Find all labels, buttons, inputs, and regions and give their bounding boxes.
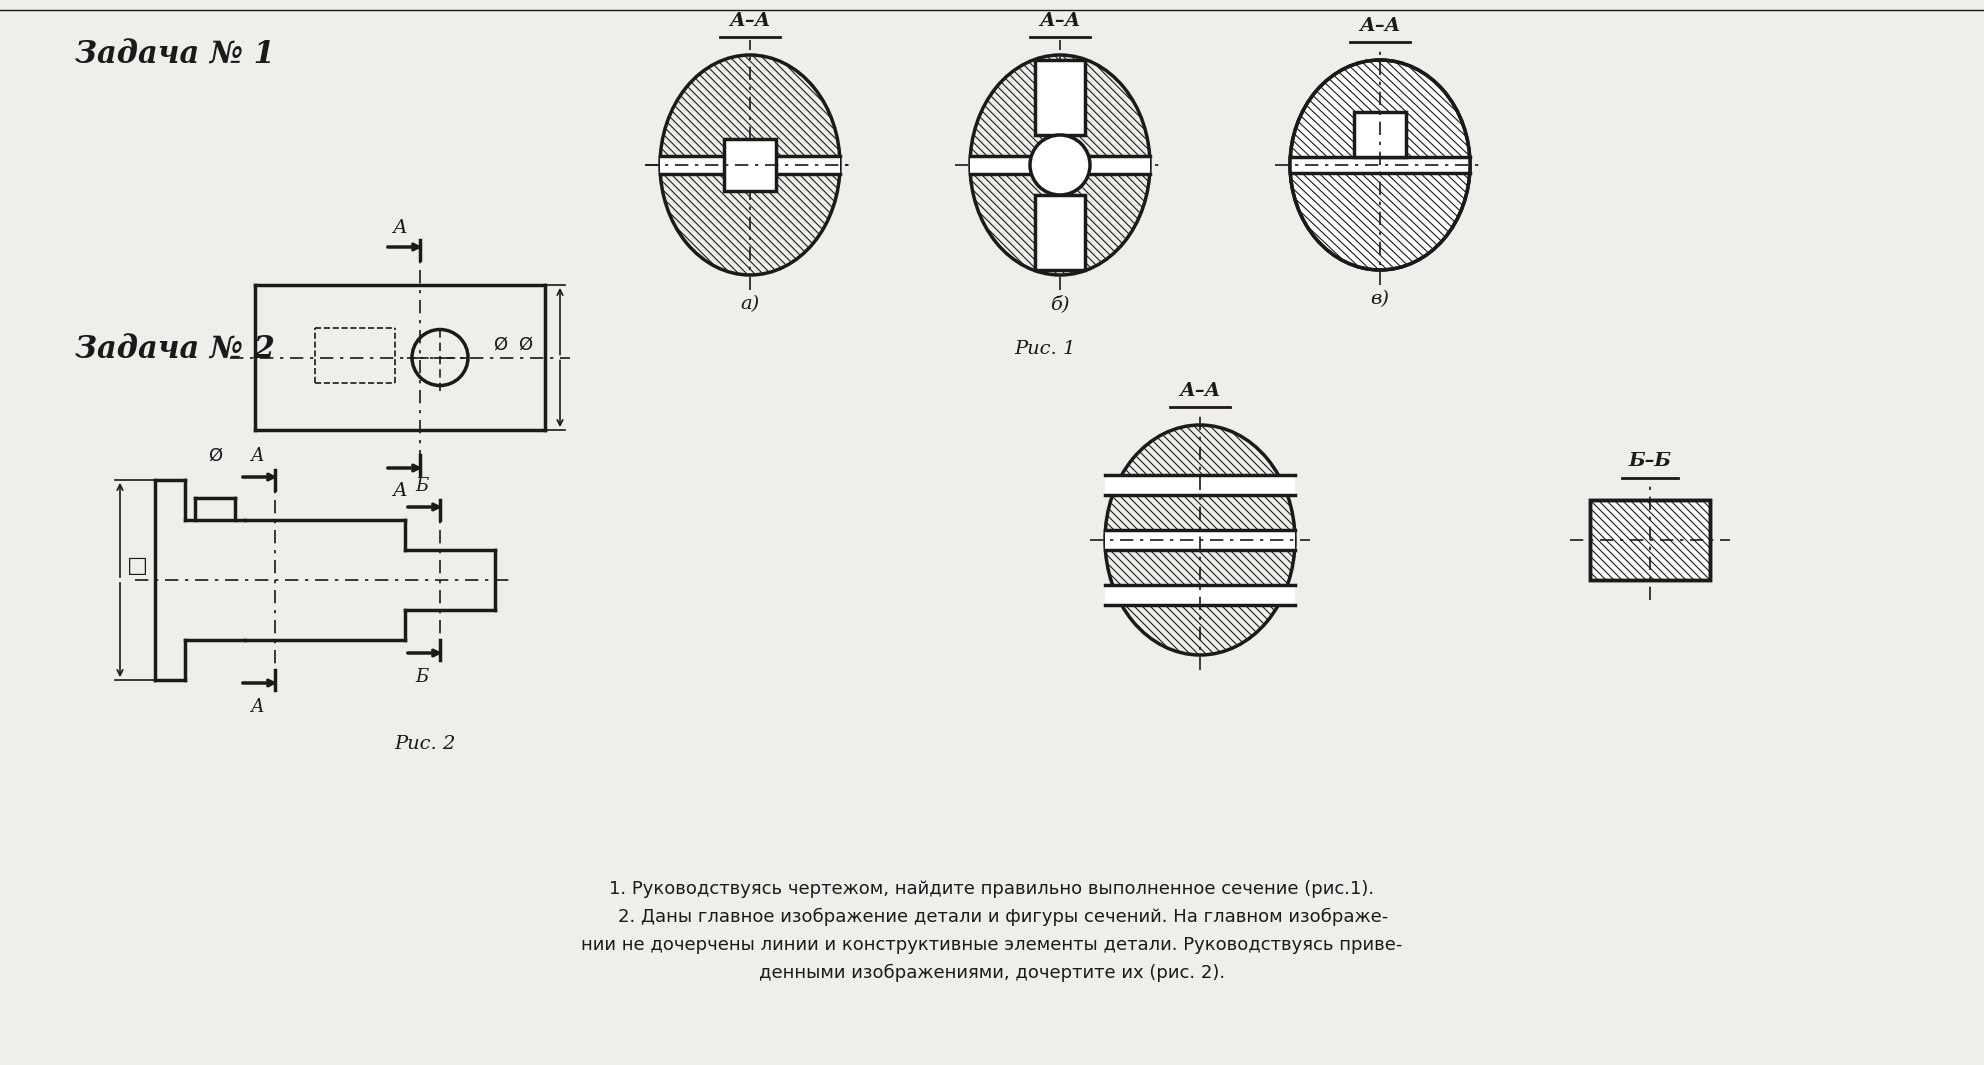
Text: А–А: А–А: [730, 12, 770, 30]
Bar: [1290, 157, 1470, 173]
Text: А: А: [393, 219, 407, 237]
Text: А–А: А–А: [1040, 12, 1081, 30]
Polygon shape: [1290, 60, 1470, 165]
Text: □: □: [127, 556, 147, 576]
Circle shape: [1030, 135, 1089, 195]
Text: А–А: А–А: [1178, 382, 1220, 400]
Text: 2. Даны главное изображение детали и фигуры сечений. На главном изображе-: 2. Даны главное изображение детали и фиг…: [595, 908, 1389, 927]
Bar: [1589, 499, 1710, 580]
Bar: [1105, 475, 1296, 495]
Bar: [970, 155, 1151, 174]
Text: Рис. 1: Рис. 1: [1014, 340, 1075, 358]
Text: Рис. 2: Рис. 2: [395, 735, 456, 753]
Bar: [661, 155, 839, 174]
Text: Задача № 2: Задача № 2: [75, 335, 276, 366]
Text: денными изображениями, дочертите их (рис. 2).: денными изображениями, дочертите их (рис…: [760, 964, 1224, 982]
PathPatch shape: [1589, 499, 1710, 580]
Bar: [1036, 195, 1085, 271]
Text: нии не дочерчены линии и конструктивные элементы детали. Руководствуясь приве-: нии не дочерчены линии и конструктивные …: [581, 936, 1403, 954]
Text: Ø: Ø: [518, 335, 532, 354]
Text: Б–Б: Б–Б: [1629, 452, 1671, 470]
Text: Ø: Ø: [208, 447, 222, 465]
Bar: [1036, 60, 1085, 135]
Text: Задача № 1: Задача № 1: [75, 40, 276, 71]
Polygon shape: [1290, 165, 1470, 271]
Text: 1. Руководствуясь чертежом, найдите правильно выполненное сечение (рис.1).: 1. Руководствуясь чертежом, найдите прав…: [609, 880, 1375, 898]
Text: а): а): [740, 295, 760, 313]
Text: Ø: Ø: [492, 335, 508, 354]
Bar: [1353, 112, 1407, 157]
Bar: [724, 143, 776, 187]
Text: Б: Б: [415, 668, 429, 686]
Text: А: А: [250, 447, 264, 465]
Text: А: А: [393, 482, 407, 499]
Bar: [724, 140, 776, 191]
Text: в): в): [1371, 290, 1389, 308]
Text: А–А: А–А: [1359, 17, 1401, 35]
Text: А: А: [250, 698, 264, 716]
Text: Б: Б: [415, 477, 429, 495]
Text: б): б): [1050, 295, 1069, 313]
Bar: [1105, 585, 1296, 605]
Bar: [1105, 530, 1296, 550]
